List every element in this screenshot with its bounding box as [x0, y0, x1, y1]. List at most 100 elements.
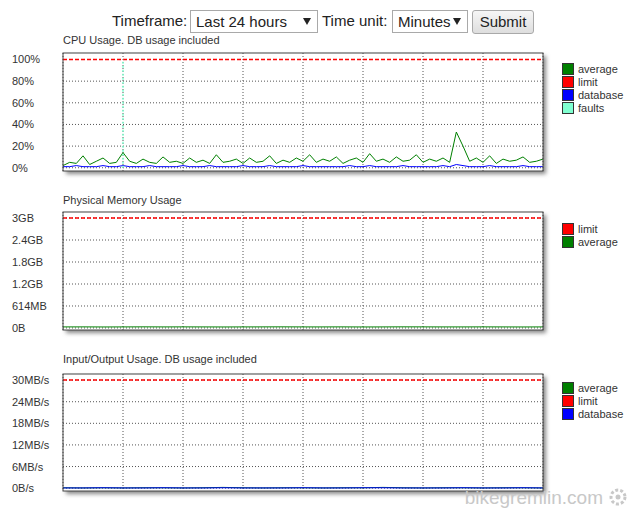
- bar: [122, 59, 124, 167]
- watermark-text: bikegremlin.com: [465, 487, 603, 508]
- y-tick-label: 20%: [12, 140, 34, 152]
- submit-button-text: Submit: [480, 13, 527, 30]
- grid-line-x: [483, 374, 484, 491]
- legend-label: average: [578, 63, 618, 75]
- series-line: [63, 165, 543, 167]
- timeframe-label-text: Timeframe:: [112, 12, 187, 29]
- plot-frame: [63, 53, 543, 171]
- grid-line-x: [303, 212, 304, 330]
- y-tick-label: 60%: [12, 97, 34, 109]
- grid-line-x: [363, 212, 364, 330]
- legend-swatch: [563, 103, 574, 114]
- y-tick-label: 100%: [12, 53, 40, 65]
- y-tick-label: 1.8GB: [12, 256, 43, 268]
- grid-line-x: [303, 53, 304, 171]
- grid-line-x: [243, 212, 244, 330]
- series-line: [63, 59, 543, 61]
- y-tick-label: 1.2GB: [12, 278, 43, 290]
- y-tick-label: 2.4GB: [12, 234, 43, 246]
- watermark-icon: [611, 490, 625, 504]
- series-line: [63, 379, 543, 381]
- y-tick-label: 18MB/s: [12, 417, 50, 429]
- y-tick-label: 0B: [12, 322, 25, 334]
- grid-line-y: [63, 59, 543, 60]
- chart: Input/Output Usage. DB usage included 0B/…: [12, 353, 623, 494]
- y-tick-label: 30MB/s: [12, 374, 50, 386]
- grid-line-x: [423, 212, 424, 330]
- legend-label: faults: [578, 102, 605, 114]
- legend-label: limit: [578, 223, 598, 235]
- chart-title: Physical Memory Usage: [63, 194, 182, 206]
- series-line: [63, 326, 543, 327]
- legend-swatch: [563, 224, 574, 235]
- grid-line-x: [183, 374, 184, 491]
- time-unit-select[interactable]: Minutes: [392, 10, 468, 33]
- watermark-icon-center: [616, 495, 621, 500]
- grid-line-y: [63, 327, 543, 328]
- legend-swatch: [563, 90, 574, 101]
- timeframe-select-text: Last 24 hours: [196, 13, 287, 30]
- plot-frame: [63, 212, 543, 330]
- grid-line-y: [63, 380, 543, 381]
- grid-line-x: [423, 53, 424, 171]
- grid-line-x: [123, 374, 124, 491]
- chart: Physical Memory Usage 0B 614MB 1.2GB 1.8GB 2.…: [12, 194, 618, 334]
- series-group: [63, 218, 543, 327]
- grid-line-x: [243, 374, 244, 491]
- chart-title: Input/Output Usage. DB usage included: [63, 353, 257, 365]
- legend-swatch: [563, 383, 574, 394]
- grid-line-y: [63, 466, 543, 467]
- grid-line-y: [63, 102, 543, 103]
- grid-line-x: [243, 53, 244, 171]
- series-line: [63, 132, 543, 166]
- grid-line-y: [63, 218, 543, 219]
- y-tick-label: 6MB/s: [12, 461, 44, 473]
- legend-swatch: [563, 64, 574, 75]
- grid-line-y: [63, 444, 543, 445]
- time-unit-label: Time unit:: [322, 12, 387, 29]
- series-group: [63, 59, 543, 167]
- submit-button[interactable]: Submit: [472, 10, 534, 34]
- grid-line-x: [363, 53, 364, 171]
- watermark: bikegremlin.com: [465, 487, 625, 508]
- charts: CPU Usage. DB usage included0%20%40%60%8…: [0, 0, 634, 511]
- legend-label: database: [578, 89, 623, 101]
- legend-label: limit: [578, 395, 598, 407]
- y-tick-label: 0%: [12, 162, 28, 174]
- legend-swatch: [563, 409, 574, 420]
- legend-swatch: [563, 77, 574, 88]
- grid-line-x: [183, 53, 184, 171]
- y-tick-label: 0B/s: [12, 482, 35, 494]
- plot-area: [63, 212, 543, 330]
- legend-label: average: [578, 382, 618, 394]
- y-tick-label: 80%: [12, 75, 34, 87]
- grid-line-x: [423, 374, 424, 491]
- grid-line-x: [483, 212, 484, 330]
- y-tick-label: 614MB: [12, 300, 47, 312]
- time-unit-select-text: Minutes: [398, 13, 451, 30]
- legend-label: average: [578, 236, 618, 248]
- grid-line-y: [63, 124, 543, 125]
- plot-area: [63, 53, 543, 171]
- y-tick-label: 24MB/s: [12, 396, 50, 408]
- grid-line-x: [483, 53, 484, 171]
- y-tick-label: 40%: [12, 118, 34, 130]
- series-line: [63, 217, 543, 219]
- legend-label: database: [578, 408, 623, 420]
- grid-line-y: [63, 262, 543, 263]
- timeframe-label: Timeframe:: [112, 12, 187, 29]
- legend-label: limit: [578, 76, 598, 88]
- chart: CPU Usage. DB usage included0%20%40%60%8…: [12, 34, 623, 174]
- legend-swatch: [563, 237, 574, 248]
- time-unit-label-text: Time unit:: [322, 12, 387, 29]
- plot-frame: [63, 374, 543, 491]
- plot-area: [63, 374, 543, 491]
- grid-line-x: [363, 374, 364, 491]
- grid-line-x: [123, 212, 124, 330]
- timeframe-select[interactable]: Last 24 hours: [190, 10, 318, 33]
- y-tick-label: 3GB: [12, 212, 34, 224]
- dropdown-arrow: [303, 18, 311, 25]
- grid-line-x: [183, 212, 184, 330]
- grid-line-x: [303, 374, 304, 491]
- dropdown-arrow: [453, 18, 461, 25]
